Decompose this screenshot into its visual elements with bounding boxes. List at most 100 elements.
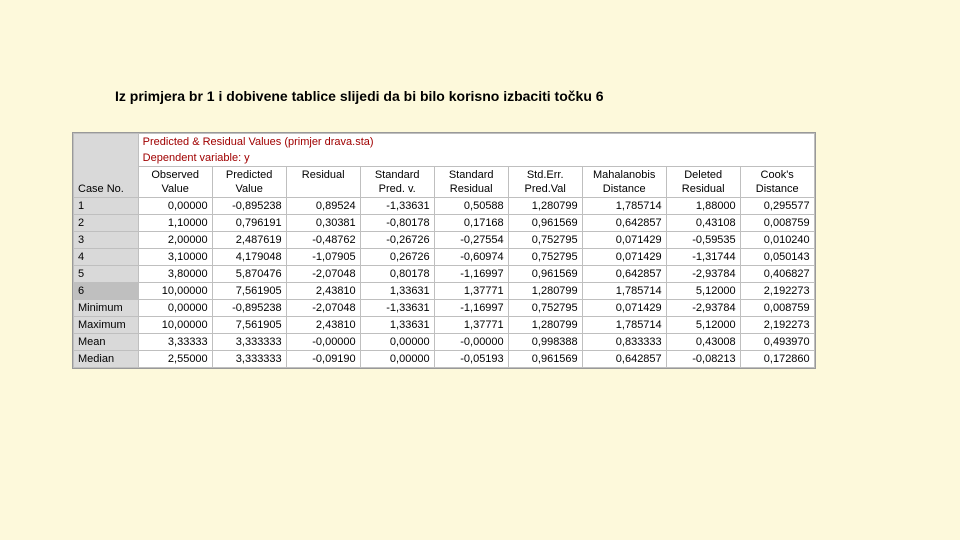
cell: 0,295577	[740, 198, 814, 215]
col-header-0: ObservedValue	[138, 167, 212, 198]
cell: -0,26726	[360, 232, 434, 249]
col-header-2: Residual	[286, 167, 360, 198]
col-header-5: Std.Err.Pred.Val	[508, 167, 582, 198]
cell: 10,00000	[138, 317, 212, 334]
cell: 1,785714	[582, 317, 666, 334]
row-header: Median	[74, 351, 139, 368]
cell: 0,998388	[508, 334, 582, 351]
cell: 0,071429	[582, 300, 666, 317]
cell: 0,17168	[434, 215, 508, 232]
cell: 0,89524	[286, 198, 360, 215]
cell: -1,31744	[666, 249, 740, 266]
cell: 0,008759	[740, 215, 814, 232]
cell: 2,43810	[286, 317, 360, 334]
cell: 5,870476	[212, 266, 286, 283]
col-header-line1: Standard	[439, 168, 504, 182]
cell: -1,33631	[360, 198, 434, 215]
cell: 1,280799	[508, 198, 582, 215]
cell: 1,33631	[360, 283, 434, 300]
table-row: 610,000007,5619052,438101,336311,377711,…	[74, 283, 815, 300]
table-row: Minimum0,00000-0,895238-2,07048-1,33631-…	[74, 300, 815, 317]
cell: 0,80178	[360, 266, 434, 283]
cell: 2,192273	[740, 317, 814, 334]
corner-header: Case No.	[74, 134, 139, 198]
cell: 2,192273	[740, 283, 814, 300]
col-header-line1: Cook's	[745, 168, 810, 182]
cell: 2,487619	[212, 232, 286, 249]
cell: 2,43810	[286, 283, 360, 300]
cell: 0,00000	[138, 300, 212, 317]
col-header-line1: Observed	[143, 168, 208, 182]
cell: 0,752795	[508, 232, 582, 249]
table-row: Median2,550003,333333-0,091900,00000-0,0…	[74, 351, 815, 368]
cell: -0,59535	[666, 232, 740, 249]
cell: 1,37771	[434, 283, 508, 300]
cell: -1,33631	[360, 300, 434, 317]
cell: -0,48762	[286, 232, 360, 249]
col-header-line1: Standard	[365, 168, 430, 182]
cell: 5,12000	[666, 283, 740, 300]
col-header-line1: Residual	[291, 168, 356, 182]
cell: 3,33333	[138, 334, 212, 351]
cell: 1,88000	[666, 198, 740, 215]
col-header-line2: Value	[217, 182, 282, 196]
cell: 0,43108	[666, 215, 740, 232]
cell: 0,833333	[582, 334, 666, 351]
row-header: 2	[74, 215, 139, 232]
cell: 0,071429	[582, 249, 666, 266]
cell: -0,05193	[434, 351, 508, 368]
col-header-line2: Pred. v.	[365, 182, 430, 196]
table-row: 10,00000-0,8952380,89524-1,336310,505881…	[74, 198, 815, 215]
cell: 5,12000	[666, 317, 740, 334]
row-header: Mean	[74, 334, 139, 351]
cell: 1,280799	[508, 283, 582, 300]
cell: -1,07905	[286, 249, 360, 266]
col-header-line1: Deleted	[671, 168, 736, 182]
cell: 7,561905	[212, 317, 286, 334]
table-row: 43,100004,179048-1,079050,26726-0,609740…	[74, 249, 815, 266]
table-row: 21,100000,7961910,30381-0,801780,171680,…	[74, 215, 815, 232]
cell: 1,280799	[508, 317, 582, 334]
cell: -0,00000	[434, 334, 508, 351]
cell: 3,333333	[212, 351, 286, 368]
cell: 2,00000	[138, 232, 212, 249]
cell: 3,80000	[138, 266, 212, 283]
col-header-8: Cook'sDistance	[740, 167, 814, 198]
cell: 0,796191	[212, 215, 286, 232]
cell: 10,00000	[138, 283, 212, 300]
row-header: Minimum	[74, 300, 139, 317]
caption-text: Iz primjera br 1 i dobivene tablice slij…	[115, 88, 604, 104]
cell: -0,09190	[286, 351, 360, 368]
col-header-line1: Std.Err.	[513, 168, 578, 182]
cell: -2,93784	[666, 266, 740, 283]
cell: 0,961569	[508, 266, 582, 283]
cell: 0,00000	[360, 334, 434, 351]
table-row: Maximum10,000007,5619052,438101,336311,3…	[74, 317, 815, 334]
cell: 0,642857	[582, 266, 666, 283]
col-header-line2: Distance	[745, 182, 810, 196]
cell: 0,961569	[508, 351, 582, 368]
row-header: 5	[74, 266, 139, 283]
col-header-line1: Predicted	[217, 168, 282, 182]
cell: 0,050143	[740, 249, 814, 266]
table-row: Mean3,333333,333333-0,000000,00000-0,000…	[74, 334, 815, 351]
col-header-line2	[291, 182, 356, 196]
cell: 1,33631	[360, 317, 434, 334]
cell: 0,008759	[740, 300, 814, 317]
cell: 1,785714	[582, 283, 666, 300]
row-header: 4	[74, 249, 139, 266]
cell: -0,27554	[434, 232, 508, 249]
cell: 0,010240	[740, 232, 814, 249]
cell: 0,00000	[360, 351, 434, 368]
col-header-line1: Mahalanobis	[587, 168, 662, 182]
cell: 2,55000	[138, 351, 212, 368]
row-header: 3	[74, 232, 139, 249]
cell: 7,561905	[212, 283, 286, 300]
table-row: 53,800005,870476-2,070480,80178-1,169970…	[74, 266, 815, 283]
col-header-line2: Pred.Val	[513, 182, 578, 196]
cell: -0,80178	[360, 215, 434, 232]
cell: 3,333333	[212, 334, 286, 351]
cell: 0,752795	[508, 300, 582, 317]
col-header-7: DeletedResidual	[666, 167, 740, 198]
cell: 0,071429	[582, 232, 666, 249]
